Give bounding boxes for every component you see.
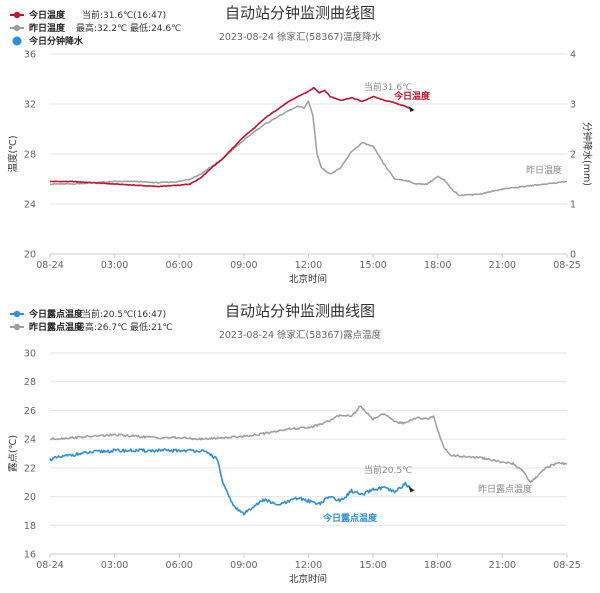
- yesterday-series-label: 昨日温度: [526, 164, 562, 176]
- x-tick-label: 15:00: [359, 260, 386, 271]
- x-tick-label: 15:00: [359, 560, 386, 571]
- y-tick-label: 28: [24, 377, 36, 388]
- legend-label: 今日分钟降水: [28, 35, 84, 47]
- x-tick-label: 06:00: [166, 560, 193, 571]
- y-tick-label: 26: [24, 406, 36, 417]
- x-tick-label: 12:00: [295, 260, 322, 271]
- x-tick-label: 12:00: [295, 560, 322, 571]
- y-tick-label: 18: [24, 521, 36, 532]
- legend-label: 今日露点温度: [28, 308, 84, 320]
- today-series-label: 今日露点温度: [322, 512, 378, 524]
- x-tick-label: 18:00: [424, 560, 451, 571]
- y-tick-label: 30: [24, 349, 36, 360]
- y2-tick-label: 1: [570, 200, 576, 211]
- legend-info: 最高:26.7℃ 最低:21℃: [76, 321, 173, 333]
- y2-tick-label: 4: [570, 50, 576, 61]
- x-tick-label: 03:00: [101, 260, 128, 271]
- x-tick-label: 03:00: [101, 560, 128, 571]
- y-tick-label: 16: [24, 550, 36, 561]
- today-series-label: 今日温度: [393, 90, 431, 102]
- y-axis-label: 温度(℃): [7, 135, 19, 172]
- legend-info: 最高:32.2℃ 最低:24.6℃: [76, 22, 181, 34]
- current-value-label: 当前20.5℃: [364, 464, 412, 476]
- legend-marker: [13, 11, 21, 19]
- legend-label: 今日温度: [28, 9, 66, 21]
- y-tick-label: 36: [24, 50, 36, 61]
- y2-tick-label: 3: [570, 100, 576, 111]
- y-tick-label: 32: [24, 100, 36, 111]
- chart-subtitle: 2023-08-24 徐家汇(58367)温度降水: [219, 31, 382, 43]
- x-tick-label: 18:00: [424, 260, 451, 271]
- x-tick-label: 06:00: [166, 260, 193, 271]
- legend-marker: [12, 36, 22, 46]
- y2-tick-label: 2: [570, 150, 576, 161]
- x-axis-label: 北京时间: [289, 273, 327, 285]
- yesterday-series-label: 昨日露点温度: [478, 483, 532, 495]
- chart-subtitle: 2023-08-24 徐家汇(58367)露点温度: [219, 329, 382, 341]
- x-tick-label: 08-24: [36, 260, 64, 271]
- series-today-line: [49, 448, 413, 516]
- chart-title: 自动站分钟监测曲线图: [225, 4, 375, 22]
- legend-marker: [13, 24, 21, 32]
- y-tick-label: 24: [24, 435, 36, 446]
- x-tick-label: 08-24: [36, 560, 64, 571]
- legend-info: 当前:20.5℃(16:47): [82, 308, 166, 320]
- y2-axis-label: 分钟降水(mm): [581, 122, 593, 186]
- y2-tick-label: 0: [570, 250, 576, 261]
- x-tick-label: 21:00: [489, 560, 516, 571]
- x-tick-label: 08-25: [553, 260, 581, 271]
- chart-title: 自动站分钟监测曲线图: [225, 302, 375, 320]
- series-yesterday-line: [49, 405, 568, 484]
- y-tick-label: 24: [24, 200, 36, 211]
- y-tick-label: 20: [24, 492, 36, 503]
- series-today-line: [49, 86, 412, 188]
- series-yesterday-line: [49, 100, 568, 197]
- current-value-label: 当前31.6℃: [364, 81, 412, 93]
- x-tick-label: 21:00: [489, 260, 516, 271]
- x-axis-label: 北京时间: [289, 573, 327, 585]
- legend-label: 昨日露点温度: [29, 321, 84, 333]
- series-end-marker: [408, 486, 415, 493]
- series-end-marker: [408, 106, 415, 112]
- x-tick-label: 08-25: [553, 560, 581, 571]
- legend-label: 昨日温度: [29, 22, 66, 34]
- legend-marker: [13, 310, 21, 318]
- y-tick-label: 20: [24, 250, 36, 261]
- legend-marker: [13, 323, 21, 331]
- y-tick-label: 28: [24, 150, 36, 161]
- y-tick-label: 22: [24, 463, 36, 474]
- legend-info: 当前:31.6℃(16:47): [82, 9, 166, 21]
- x-tick-label: 09:00: [230, 260, 257, 271]
- y-axis-label: 露点(℃): [8, 435, 19, 472]
- x-tick-label: 09:00: [230, 560, 257, 571]
